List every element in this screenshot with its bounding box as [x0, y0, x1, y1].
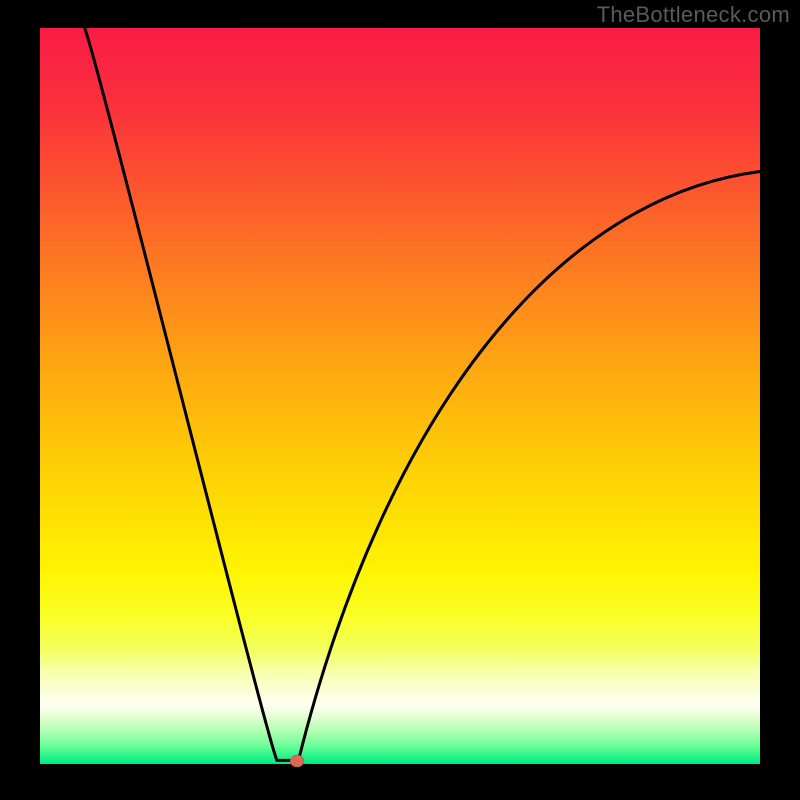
bottleneck-chart	[0, 0, 800, 800]
plot-background	[40, 28, 760, 764]
optimal-point-marker	[290, 755, 304, 767]
watermark-text: TheBottleneck.com	[597, 2, 790, 28]
